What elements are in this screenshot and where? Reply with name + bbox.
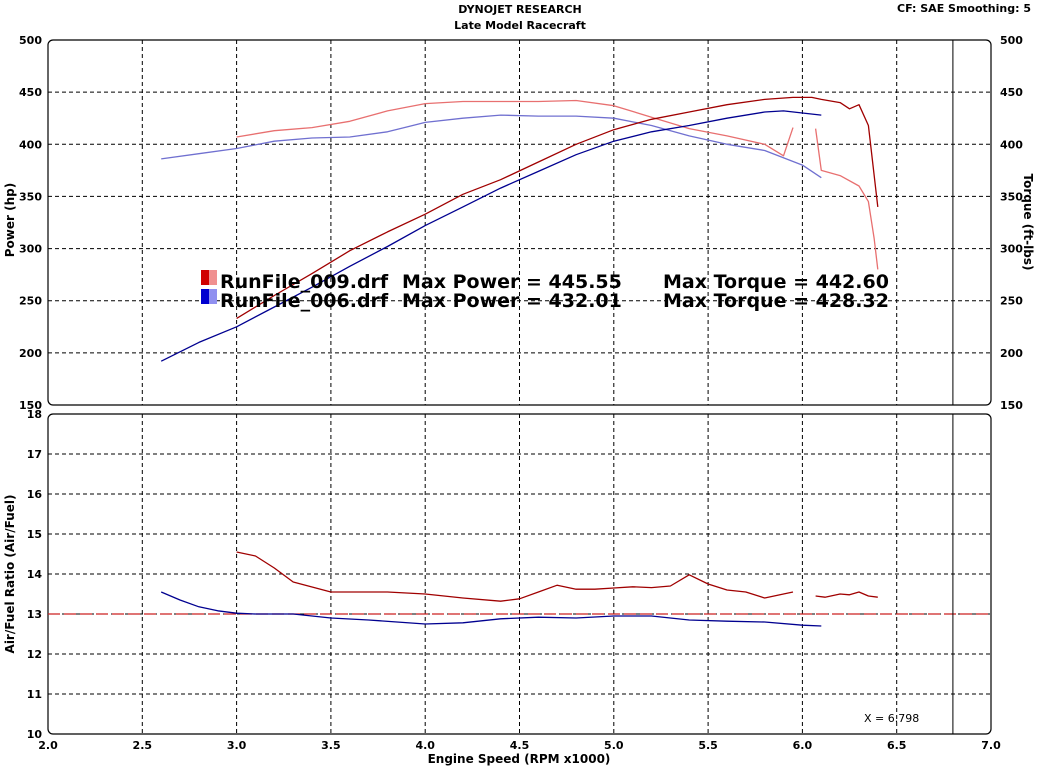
power-tick-label: 200 <box>19 347 42 360</box>
run-009-power-line <box>236 96 879 319</box>
run-009-filename: RunFile_009.drf <box>220 271 389 293</box>
x-tick-label: 3.5 <box>321 739 341 752</box>
power-tick-label: 500 <box>19 34 42 47</box>
x-tick-label: 4.0 <box>415 739 435 752</box>
run-009-torque-line <box>814 128 879 270</box>
torque-tick-label: 500 <box>1000 34 1023 47</box>
run-006-annotation: RunFile_006.drf Max Power = 432.01 Max T… <box>201 289 889 312</box>
x-tick-label: 2.0 <box>38 739 58 752</box>
torque-tick-label: 400 <box>1000 138 1023 151</box>
afr-tick-label: 16 <box>27 488 43 501</box>
x-tick-label: 5.0 <box>604 739 624 752</box>
afr-tick-label: 17 <box>27 448 42 461</box>
run-009-afr-line <box>236 551 794 602</box>
run-009-afr-line <box>815 591 878 598</box>
x-tick-label: 5.5 <box>698 739 718 752</box>
correction-settings: CF: SAE Smoothing: 5 <box>897 2 1031 15</box>
run-009-torque-swatch <box>209 270 217 285</box>
power-axis-label: Power (hp) <box>3 183 17 257</box>
x-tick-label: 4.5 <box>510 739 530 752</box>
chart-title: DYNOJET RESEARCH <box>458 3 581 16</box>
x-tick-label: 6.0 <box>793 739 813 752</box>
torque-tick-label: 350 <box>1000 190 1023 203</box>
x-tick-label: 2.5 <box>133 739 153 752</box>
torque-tick-label: 450 <box>1000 86 1023 99</box>
afr-grid <box>48 414 991 734</box>
afr-tick-label: 15 <box>27 528 42 541</box>
afr-tick-label: 14 <box>27 568 43 581</box>
power-tick-label: 450 <box>19 86 42 99</box>
run-006-max-torque: Max Torque = 428.32 <box>663 290 889 312</box>
torque-tick-label: 150 <box>1000 399 1023 412</box>
tick-layer: 2.0 2.5 3.0 3.5 4.0 4.5 5.0 5.5 6.0 6.5 7.0 150 150 2… <box>19 34 1023 752</box>
power-tick-label: 350 <box>19 190 42 203</box>
run-009-power-swatch <box>201 270 209 285</box>
torque-tick-label: 300 <box>1000 243 1023 256</box>
run-006-power-line <box>160 110 822 362</box>
power-tick-label: 150 <box>19 399 42 412</box>
x-axis-label: Engine Speed (RPM x1000) <box>428 752 611 766</box>
run-009-torque-line <box>236 99 794 157</box>
torque-axis-label: Torque (ft-lbs) <box>1021 174 1035 271</box>
x-tick-label: 3.0 <box>227 739 247 752</box>
run-009-max-power: Max Power = 445.55 <box>402 271 622 293</box>
power-tick-label: 300 <box>19 243 42 256</box>
afr-tick-label: 13 <box>27 608 42 621</box>
run-009-max-torque: Max Torque = 442.60 <box>663 271 889 293</box>
cursor-readout: X = 6.798 <box>864 712 919 725</box>
run-006-max-power: Max Power = 432.01 <box>402 290 622 312</box>
run-009-annotation: RunFile_009.drf Max Power = 445.55 Max T… <box>201 270 889 293</box>
torque-tick-label: 250 <box>1000 295 1023 308</box>
afr-tick-label: 12 <box>27 648 42 661</box>
afr-tick-label: 10 <box>27 728 43 741</box>
afr-tick-label: 11 <box>27 688 42 701</box>
run-006-afr-line <box>160 591 822 627</box>
series-layer <box>48 40 991 734</box>
afr-axis-label: Air/Fuel Ratio (Air/Fuel) <box>3 495 17 654</box>
run-006-torque-line <box>161 114 822 179</box>
chart-subtitle: Late Model Racecraft <box>454 19 586 32</box>
afr-tick-label: 18 <box>27 408 42 421</box>
x-tick-label: 7.0 <box>981 739 1001 752</box>
run-006-filename: RunFile_006.drf <box>220 290 389 312</box>
run-006-power-swatch <box>201 289 209 304</box>
torque-tick-label: 200 <box>1000 347 1023 360</box>
x-tick-label: 6.5 <box>887 739 907 752</box>
run-006-torque-swatch <box>209 289 217 304</box>
power-tick-label: 400 <box>19 138 42 151</box>
power-tick-label: 250 <box>19 295 42 308</box>
